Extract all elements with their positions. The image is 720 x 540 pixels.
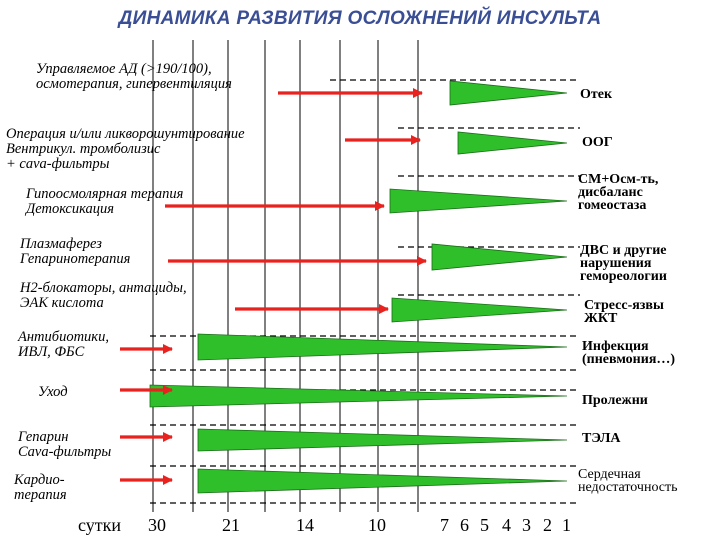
axis-tick-30: 30 (148, 515, 166, 535)
dashed-guides (150, 79, 580, 504)
complication-label-heart-failure: Сердечная недостаточность (578, 467, 678, 495)
therapy-label-cardio: Кардио- терапия (14, 472, 67, 503)
axis-tick-5: 5 (480, 515, 489, 535)
complication-wedge (197, 468, 568, 494)
axis-tick-2: 2 (543, 515, 552, 535)
complication-label-dic: ДВС и другие нарушения гемореологии (580, 243, 667, 284)
axis-tick-14: 14 (296, 515, 314, 535)
axis-tick-1: 1 (562, 515, 571, 535)
axis-tick-4: 4 (502, 515, 511, 535)
therapy-label-antibiotics: Антибиотики, ИВЛ, ФБС (18, 329, 109, 360)
complication-wedge (449, 80, 568, 106)
axis-tick-6: 6 (460, 515, 469, 535)
therapy-label-surgery: Операция и/или ликворошунтирование Вентр… (6, 126, 245, 172)
complication-label-bedsores: Пролежни (582, 393, 648, 408)
complication-label-oog: ООГ (582, 135, 613, 150)
complication-wedge (391, 297, 568, 323)
complication-wedges (149, 80, 568, 494)
complication-wedge (457, 131, 568, 155)
therapy-label-plasmapheresis: Плазмаферез Гепаринотерапия (20, 236, 131, 267)
complication-label-pe: ТЭЛА (582, 431, 621, 446)
therapy-arrows (120, 88, 427, 485)
axis-tick-7: 7 (440, 515, 449, 535)
therapy-label-blood-pressure: Управляемое АД (>190/100), осмотерапия, … (36, 61, 232, 92)
complication-wedge (197, 428, 568, 452)
axis-tick-3: 3 (522, 515, 531, 535)
therapy-label-heparin: Гепарин Cava-фильтры (18, 429, 112, 460)
complication-label-homeostasis: СМ+Осм-ть, дисбаланс гомеостаза (578, 172, 659, 213)
complication-wedge (149, 384, 568, 408)
axis-tick-10: 10 (368, 515, 386, 535)
axis-tick-21: 21 (222, 515, 240, 535)
axis-label-days: сутки (78, 515, 121, 535)
complication-wedge (389, 188, 568, 214)
therapy-label-care: Уход (38, 384, 68, 400)
complication-label-stress-ulcers: Стресс-язвы ЖКТ (584, 298, 664, 326)
therapy-label-h2-blockers: Н2-блокаторы, антациды, ЭАК кислота (20, 280, 187, 311)
therapy-label-hypoosmolar: Гипоосмолярная терапия Детоксикация (26, 186, 184, 217)
complication-label-edema: Отек (580, 87, 613, 102)
complication-wedge (197, 333, 568, 361)
complication-label-infection: Инфекция (пневмония…) (582, 339, 676, 367)
diagram-title: ДИНАМИКА РАЗВИТИЯ ОСЛОЖНЕНИЙ ИНСУЛЬТА (118, 8, 602, 29)
complication-wedge (431, 243, 568, 271)
